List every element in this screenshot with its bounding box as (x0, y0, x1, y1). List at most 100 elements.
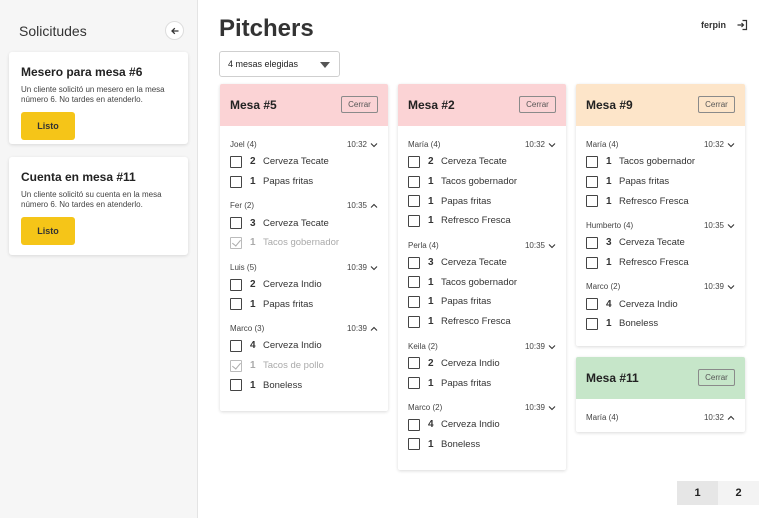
order-group: Joel (4) 10:32 2 Cerveza Tecate 1 Papas fr… (230, 138, 378, 191)
item-checkbox[interactable] (586, 195, 598, 208)
item-checkbox[interactable] (408, 315, 420, 328)
cerrar-button[interactable]: Cerrar (519, 96, 556, 113)
item-checkbox[interactable] (408, 418, 420, 431)
item-checkbox[interactable] (586, 317, 598, 330)
order-group-header[interactable]: Marco (2) 10:39 (586, 280, 735, 294)
item-qty: 1 (250, 176, 256, 188)
item-checkbox[interactable] (230, 236, 242, 249)
order-group-header[interactable]: Humberto (4) 10:35 (586, 219, 735, 233)
item-checkbox[interactable] (586, 155, 598, 168)
mesa-filter-select[interactable]: 4 mesas elegidas (219, 51, 340, 77)
chevron-down-icon (727, 285, 735, 290)
mesa-orders: María (4) 10:32 1 Tacos gobernador 1 Papas… (576, 126, 745, 342)
order-person: Humberto (4) (586, 221, 634, 231)
order-group-header[interactable]: María (4) 10:32 (586, 411, 735, 425)
order-group: Keila (2) 10:39 2 Cerveza Indio 1 Papas fr… (408, 340, 556, 393)
chevron-down-icon (370, 143, 378, 148)
chevron-down-icon (548, 344, 556, 349)
order-time: 10:39 (524, 341, 545, 351)
item-qty: 1 (428, 276, 434, 288)
item-name: Cerveza Tecate (619, 237, 685, 249)
order-item: 1 Tacos gobernador (230, 233, 378, 253)
caret-down-icon (320, 62, 330, 68)
item-qty: 1 (428, 316, 434, 328)
listo-button[interactable]: Listo (21, 112, 75, 140)
order-group-header[interactable]: Marco (3) 10:39 (230, 322, 378, 336)
order-item: 1 Boneless (408, 435, 556, 455)
item-checkbox[interactable] (408, 214, 420, 227)
item-qty: 1 (606, 195, 612, 207)
order-group: Marco (2) 10:39 4 Cerveza Indio 1 Boneless (586, 280, 735, 333)
order-item: 1 Boneless (230, 376, 378, 396)
item-name: Refresco Fresca (441, 215, 511, 227)
order-item: 1 Refresco Fresca (586, 191, 735, 211)
order-item: 3 Cerveza Tecate (586, 233, 735, 253)
order-time: 10:35 (703, 221, 724, 231)
order-item: 4 Cerveza Indio (586, 294, 735, 314)
order-person: Luis (5) (230, 262, 257, 272)
item-checkbox[interactable] (586, 298, 598, 311)
order-person: María (4) (586, 140, 619, 149)
item-checkbox[interactable] (230, 379, 242, 392)
item-checkbox[interactable] (230, 278, 242, 291)
item-checkbox[interactable] (408, 377, 420, 390)
order-item: 1 Tacos gobernador (408, 272, 556, 292)
item-name: Tacos gobernador (441, 176, 518, 188)
item-checkbox[interactable] (586, 175, 598, 188)
item-qty: 1 (606, 156, 612, 168)
sidebar-title: Solicitudes (19, 23, 87, 39)
item-qty: 1 (606, 176, 612, 188)
mesa-card: Mesa #11 Cerrar María (4) 10:32 (576, 357, 745, 432)
item-checkbox[interactable] (586, 256, 598, 269)
chevron-down-icon (370, 265, 378, 271)
item-checkbox[interactable] (408, 276, 420, 289)
logout-button[interactable] (736, 19, 748, 31)
order-item: 1 Refresco Fresca (586, 253, 735, 273)
page-button-1[interactable]: 1 (677, 481, 718, 505)
item-checkbox[interactable] (408, 195, 420, 208)
mesa-name: Mesa #5 (230, 98, 277, 112)
listo-button[interactable]: Listo (21, 217, 75, 245)
order-item: 1 Papas fritas (586, 172, 735, 192)
item-name: Cerveza Tecate (263, 217, 329, 229)
order-time: 10:35 (524, 240, 545, 250)
collapse-sidebar-button[interactable] (165, 21, 184, 40)
order-time: 10:39 (346, 324, 367, 334)
item-checkbox[interactable] (230, 217, 242, 230)
item-checkbox[interactable] (408, 357, 420, 370)
order-group-header[interactable]: Marco (2) 10:39 (408, 401, 556, 415)
order-group-header[interactable]: María (4) 10:32 (586, 138, 735, 152)
order-group-header[interactable]: María (4) 10:32 (408, 138, 556, 152)
item-checkbox[interactable] (230, 175, 242, 188)
mesa-card: Mesa #2 Cerrar María (4) 10:32 2 Cerveza … (398, 84, 566, 470)
cerrar-button[interactable]: Cerrar (341, 96, 378, 113)
order-group-header[interactable]: Keila (2) 10:39 (408, 340, 556, 354)
item-checkbox[interactable] (230, 298, 242, 311)
item-checkbox[interactable] (230, 359, 242, 372)
order-item: 1 Papas fritas (408, 373, 556, 393)
order-group-header[interactable]: Joel (4) 10:32 (230, 138, 378, 152)
page-button-2[interactable]: 2 (718, 481, 759, 505)
item-name: Cerveza Tecate (441, 156, 507, 168)
item-checkbox[interactable] (408, 175, 420, 188)
cerrar-button[interactable]: Cerrar (698, 96, 735, 113)
order-group-header[interactable]: Luis (5) 10:39 (230, 261, 378, 275)
order-item: 2 Cerveza Indio (408, 354, 556, 374)
item-name: Refresco Fresca (441, 316, 511, 328)
order-person: María (4) (408, 140, 441, 149)
item-checkbox[interactable] (408, 295, 420, 308)
item-qty: 1 (428, 215, 434, 227)
item-checkbox[interactable] (230, 155, 242, 168)
item-checkbox[interactable] (408, 256, 420, 269)
order-group-header[interactable]: Perla (4) 10:35 (408, 239, 556, 253)
cerrar-button[interactable]: Cerrar (698, 369, 735, 386)
item-checkbox[interactable] (230, 339, 242, 352)
item-checkbox[interactable] (408, 438, 420, 451)
order-item: 1 Refresco Fresca (408, 211, 556, 231)
item-checkbox[interactable] (586, 236, 598, 249)
item-name: Cerveza Indio (619, 298, 678, 310)
order-person: Keila (2) (408, 341, 438, 351)
item-checkbox[interactable] (408, 155, 420, 168)
order-group-header[interactable]: Fer (2) 10:35 (230, 199, 378, 213)
item-name: Cerveza Tecate (263, 156, 329, 168)
